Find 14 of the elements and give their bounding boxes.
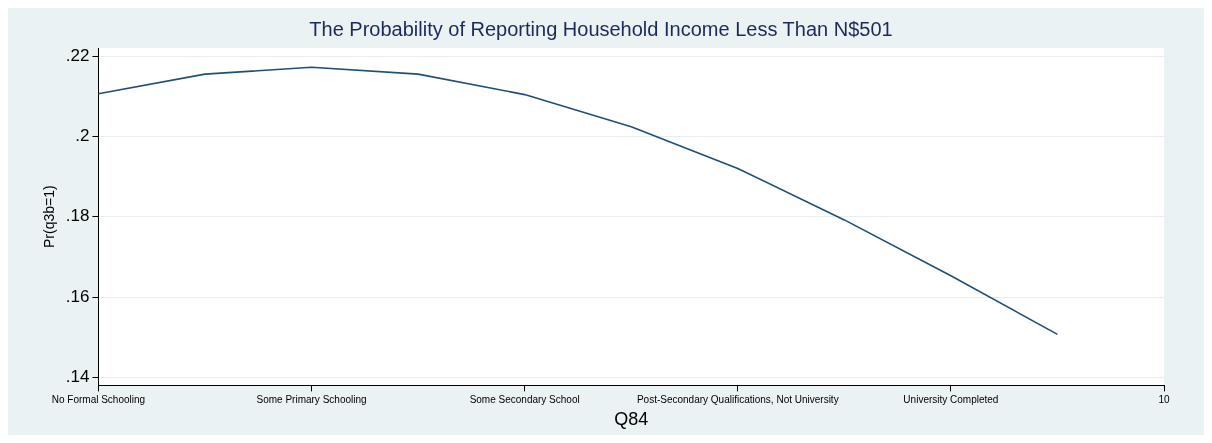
chart-title: The Probability of Reporting Household Income Less Than N$501 xyxy=(309,17,893,40)
x-tick-label: University Completed xyxy=(903,394,999,406)
x-tick-label: No Formal Schooling xyxy=(51,394,146,406)
x-tick-label: Post-Secondary Qualifications, Not University xyxy=(636,394,839,406)
y-tick-label: .16 xyxy=(65,286,90,306)
x-tick-label: Some Secondary School xyxy=(469,394,580,406)
x-tick-label: Some Primary Schooling xyxy=(256,394,367,406)
y-tick-label: .2 xyxy=(75,126,90,146)
y-axis-title: Pr(q3b=1) xyxy=(41,185,58,249)
y-tick-label: .14 xyxy=(65,367,90,387)
x-axis-title: Q84 xyxy=(614,409,649,430)
y-tick-label: .22 xyxy=(65,45,90,65)
x-tick-label: 10 xyxy=(1158,394,1170,406)
y-tick-label: .18 xyxy=(65,206,90,226)
